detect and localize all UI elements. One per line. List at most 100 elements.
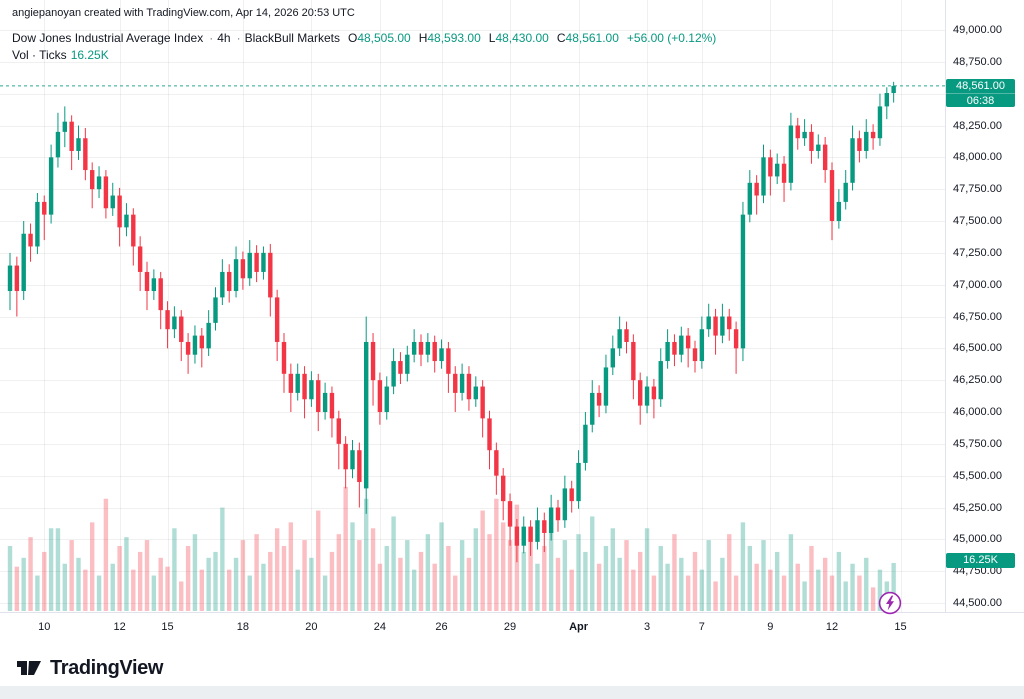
candle[interactable] <box>514 526 520 546</box>
candle[interactable] <box>521 526 526 546</box>
candle[interactable] <box>240 259 246 279</box>
candle[interactable] <box>213 297 218 323</box>
candle[interactable] <box>775 163 780 177</box>
interval-label[interactable]: 4h <box>217 30 231 45</box>
candle[interactable] <box>69 121 74 151</box>
candle[interactable] <box>432 341 437 362</box>
candle[interactable] <box>336 418 341 444</box>
candle[interactable] <box>329 392 335 419</box>
candle[interactable] <box>350 450 355 470</box>
candle[interactable] <box>459 373 465 393</box>
candle[interactable] <box>316 380 321 412</box>
candle[interactable] <box>268 252 273 298</box>
candle[interactable] <box>487 418 492 451</box>
candle[interactable] <box>809 131 814 151</box>
tradingview-logo[interactable]: TradingView <box>16 657 163 680</box>
candle[interactable] <box>548 507 554 533</box>
candle[interactable] <box>795 125 800 139</box>
candle[interactable] <box>131 214 136 247</box>
candle[interactable] <box>480 386 485 419</box>
candle[interactable] <box>590 392 595 425</box>
candle[interactable] <box>35 201 40 247</box>
candle[interactable] <box>158 278 163 311</box>
candle[interactable] <box>891 85 896 94</box>
candle[interactable] <box>638 380 643 406</box>
candle[interactable] <box>658 361 663 400</box>
candle[interactable] <box>761 157 766 196</box>
candle[interactable] <box>192 335 198 355</box>
candle[interactable] <box>631 341 636 381</box>
candle[interactable] <box>151 278 157 292</box>
candle[interactable] <box>747 182 752 215</box>
candle[interactable] <box>110 195 115 209</box>
candle[interactable] <box>453 373 458 393</box>
candle[interactable] <box>494 450 499 476</box>
candle[interactable] <box>233 259 239 292</box>
candle[interactable] <box>781 163 787 183</box>
candle[interactable] <box>206 322 211 349</box>
candle[interactable] <box>665 341 670 362</box>
volume-study-label[interactable]: Vol · Ticks <box>12 47 67 62</box>
candle[interactable] <box>281 341 287 374</box>
candle[interactable] <box>309 380 314 400</box>
candle[interactable] <box>274 297 280 342</box>
candle[interactable] <box>14 265 20 292</box>
candle[interactable] <box>28 233 33 247</box>
candle[interactable] <box>124 214 129 228</box>
candle[interactable] <box>7 265 13 292</box>
candle[interactable] <box>144 271 150 292</box>
candle[interactable] <box>48 157 54 215</box>
candle[interactable] <box>884 93 889 107</box>
candle[interactable] <box>76 138 81 151</box>
boost-button[interactable] <box>878 591 902 615</box>
candle[interactable] <box>870 131 876 139</box>
candle[interactable] <box>727 316 732 330</box>
candle[interactable] <box>836 201 842 221</box>
candle[interactable] <box>439 348 444 362</box>
candle[interactable] <box>617 329 622 349</box>
candle[interactable] <box>137 246 143 272</box>
candle[interactable] <box>357 450 362 483</box>
candle[interactable] <box>569 488 574 502</box>
candle[interactable] <box>651 386 657 400</box>
candle[interactable] <box>411 341 417 355</box>
candle[interactable] <box>596 392 602 406</box>
candle[interactable] <box>733 329 739 349</box>
chart-canvas[interactable] <box>0 0 1024 612</box>
candle[interactable] <box>364 341 369 489</box>
candle[interactable] <box>42 201 47 215</box>
candle[interactable] <box>199 335 204 349</box>
candle[interactable] <box>555 507 561 521</box>
candle[interactable] <box>172 316 177 330</box>
candle[interactable] <box>562 488 568 521</box>
exchange-label[interactable]: BlackBull Markets <box>244 30 340 45</box>
candle[interactable] <box>501 475 506 502</box>
candle[interactable] <box>706 316 711 330</box>
candle[interactable] <box>288 373 294 393</box>
candle[interactable] <box>83 138 88 171</box>
candle[interactable] <box>754 182 759 196</box>
candle[interactable] <box>446 348 451 374</box>
candle[interactable] <box>254 252 259 272</box>
time-axis[interactable]: 10 12 15 18 20 24 26 29 Apr 3 7 9 12 15 <box>0 613 945 641</box>
candle[interactable] <box>377 380 383 412</box>
candle[interactable] <box>21 233 26 292</box>
candle[interactable] <box>692 348 698 362</box>
candle[interactable] <box>261 252 266 272</box>
candle[interactable] <box>247 252 252 279</box>
candle[interactable] <box>227 271 232 292</box>
candle[interactable] <box>583 424 588 463</box>
candle[interactable] <box>535 520 540 542</box>
candle[interactable] <box>507 501 513 527</box>
candle[interactable] <box>418 341 424 355</box>
candle[interactable] <box>679 335 684 355</box>
candle[interactable] <box>542 520 547 533</box>
candle[interactable] <box>370 341 376 381</box>
candle[interactable] <box>302 373 307 400</box>
candle[interactable] <box>857 138 862 151</box>
candle[interactable] <box>179 316 184 342</box>
candle[interactable] <box>740 214 746 349</box>
candle[interactable] <box>644 386 650 406</box>
candle[interactable] <box>103 176 109 209</box>
candle[interactable] <box>185 341 191 355</box>
